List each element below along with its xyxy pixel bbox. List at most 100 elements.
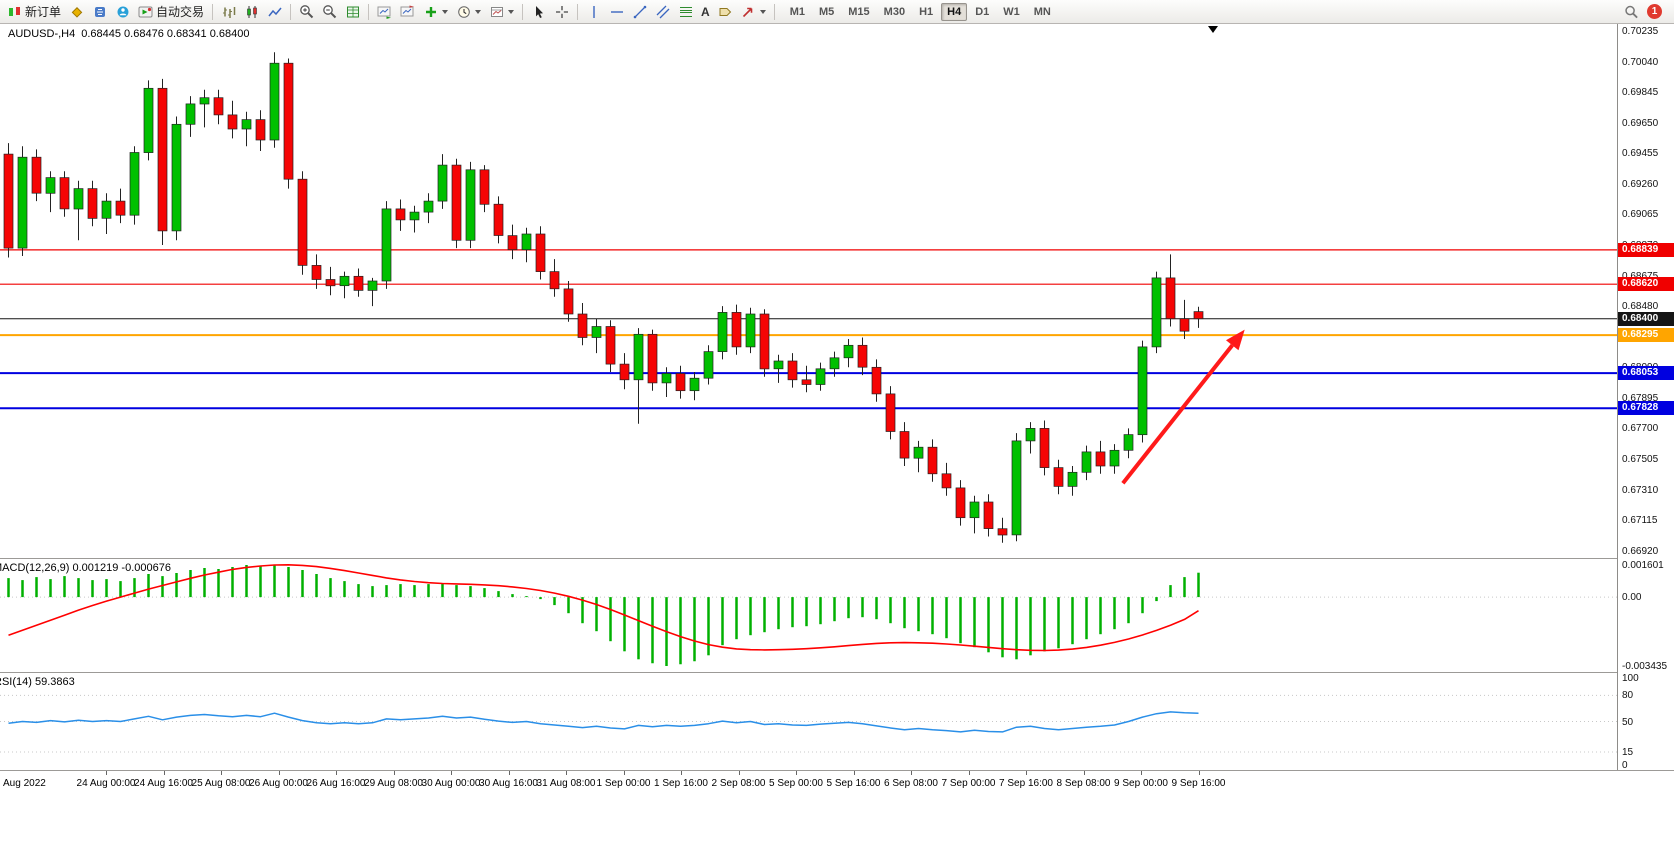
candlestick-chart-icon [244, 4, 259, 19]
time-axis-label: 9 Sep 00:00 [1114, 778, 1168, 789]
chevron-down-icon [759, 9, 766, 14]
timeframe-button-m1[interactable]: M1 [789, 5, 805, 18]
metaeditor-button[interactable] [89, 2, 110, 22]
text-button[interactable]: A [698, 2, 713, 22]
auto-trading-icon [138, 4, 153, 19]
time-axis[interactable]: Aug 2022 24 Aug 00:00 24 Aug 16:00 25 Aug 0… [0, 771, 1674, 795]
time-axis-label: 7 Sep 00:00 [941, 778, 996, 789]
current-bar-marker-icon [1208, 26, 1218, 33]
cursor-button[interactable] [528, 2, 549, 22]
macd-indicator-panel[interactable] [0, 559, 1617, 672]
tile-windows-button[interactable] [342, 2, 363, 22]
time-axis-tick [796, 771, 797, 775]
timeframe-button-m30[interactable]: M30 [883, 5, 906, 18]
chart-symbol-period: AUDUSD-,H4 [8, 28, 76, 40]
zoom-out-button[interactable] [319, 2, 340, 22]
timeframe-button-h1[interactable]: H1 [919, 5, 934, 18]
panel-separator[interactable] [0, 672, 1674, 673]
rsi-chart [0, 694, 1617, 753]
macd-axis-label: 0.001601 [1622, 560, 1664, 571]
chart-shift-button[interactable] [397, 2, 418, 22]
clock-icon [456, 4, 471, 19]
search-icon[interactable] [1624, 4, 1639, 19]
price-axis-label: 0.69650 [1622, 117, 1659, 129]
price-axis[interactable]: 0.70235 0.70040 0.69845 0.69650 0.69455 0.692… [1617, 24, 1674, 771]
time-axis-tick [336, 771, 337, 775]
chart-shift-icon [400, 4, 415, 19]
auto-trading-label: 自动交易 [156, 5, 205, 19]
bar-chart-button[interactable] [218, 2, 239, 22]
line-chart-icon [267, 4, 282, 19]
rsi-axis-label: 15 [1622, 746, 1634, 758]
toolbar-separator [368, 3, 370, 20]
notification-badge[interactable]: 1 [1647, 4, 1662, 19]
timeframe-button-h4[interactable]: H4 [941, 2, 968, 21]
zoom-out-icon [322, 4, 337, 19]
time-axis-tick [1026, 771, 1027, 775]
timeframe-button-m15[interactable]: M15 [848, 5, 870, 18]
new-order-button[interactable]: 新订单 [4, 2, 64, 22]
zoom-in-button[interactable] [296, 2, 317, 22]
time-axis-tick [163, 771, 165, 775]
text-tool-icon: A [701, 4, 710, 19]
toolbar-separator [773, 3, 775, 20]
panel-separator [0, 770, 1674, 771]
price-axis-label: 0.69845 [1622, 87, 1659, 99]
timeframe-button-d1[interactable]: D1 [975, 5, 990, 18]
trendline-icon [632, 4, 647, 19]
price-badge: 0.68053 [1618, 366, 1674, 381]
horizontal-line-icon [609, 4, 624, 19]
label-button[interactable] [715, 2, 736, 22]
panel-separator[interactable] [0, 558, 1674, 559]
fibonacci-button[interactable] [675, 2, 696, 22]
new-order-label: 新订单 [25, 5, 62, 19]
channel-button[interactable] [652, 2, 673, 22]
time-axis-label: 31 Aug 08:00 [536, 778, 596, 789]
time-axis-tick [968, 771, 970, 775]
macd-chart [0, 564, 1617, 666]
new-order-icon [7, 4, 22, 19]
time-axis-label: 29 Aug 08:00 [364, 778, 423, 789]
trend-arrow-annotation [1226, 329, 1245, 351]
rsi-indicator-panel[interactable] [0, 673, 1617, 770]
shapes-button[interactable] [738, 2, 769, 22]
chart-template-icon [489, 4, 504, 19]
rsi-axis-label: 80 [1622, 690, 1634, 702]
timeframe-button-m5[interactable]: M5 [818, 5, 835, 18]
macd-axis-label: 0.00 [1622, 592, 1642, 604]
time-axis-tick [1198, 771, 1200, 775]
template-button[interactable] [486, 2, 517, 22]
time-axis-label: 25 Aug 08:00 [191, 778, 251, 789]
price-axis-label: 0.70235 [1622, 26, 1659, 38]
timeframe-button-w1[interactable]: W1 [1003, 5, 1020, 18]
toolbar-separator [212, 3, 214, 20]
time-axis-tick [566, 771, 567, 775]
candlestick-chart-button[interactable] [241, 2, 262, 22]
period-select-button[interactable] [453, 2, 484, 22]
timeframe-button-mn[interactable]: MN [1033, 5, 1051, 18]
trendline-button[interactable] [629, 2, 650, 22]
line-chart-button[interactable] [264, 2, 285, 22]
time-axis-label: 2 Sep 08:00 [711, 778, 766, 789]
horizontal-line-button[interactable] [606, 2, 627, 22]
time-axis-label: Aug 2022 [3, 778, 46, 789]
vertical-line-button[interactable] [583, 2, 604, 22]
time-axis-tick [106, 771, 107, 775]
time-axis-tick [393, 771, 395, 775]
chevron-down-icon [442, 9, 449, 14]
crosshair-button[interactable] [551, 2, 572, 22]
candlestick-chart-panel[interactable] [0, 24, 1617, 558]
auto-scroll-button[interactable] [374, 2, 395, 22]
time-axis-label: 9 Sep 16:00 [1171, 778, 1226, 789]
add-indicator-button[interactable] [420, 2, 451, 22]
time-axis-tick [508, 771, 510, 775]
price-axis-label: 0.67115 [1622, 515, 1658, 527]
price-badge: 0.68400 [1618, 311, 1674, 326]
market-button[interactable] [66, 2, 87, 22]
rsi-indicator-label: RSI(14) 59.3863 [0, 676, 75, 688]
chart-header: AUDUSD-,H4 0.68445 0.68476 0.68341 0.6840… [8, 28, 255, 40]
auto-trading-button[interactable]: 自动交易 [135, 2, 207, 22]
community-button[interactable] [112, 2, 133, 22]
price-badge: 0.68620 [1618, 277, 1674, 292]
time-axis-label: 5 Sep 00:00 [769, 778, 823, 789]
